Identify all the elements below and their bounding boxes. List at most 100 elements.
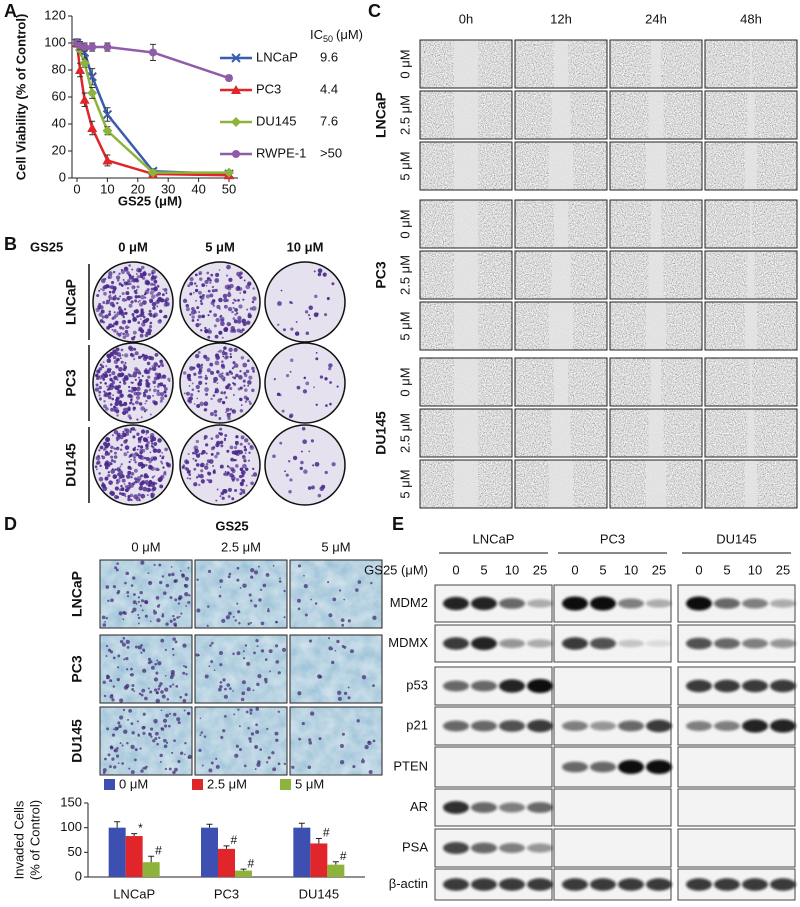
cell (364, 745, 369, 750)
colony (321, 484, 326, 489)
colony (98, 397, 102, 401)
cell (131, 683, 135, 687)
cell (283, 616, 286, 619)
colony (159, 484, 164, 489)
colony (187, 396, 192, 402)
cell (164, 674, 167, 677)
band (770, 599, 796, 608)
colony (112, 474, 118, 479)
colony (281, 409, 285, 413)
band (527, 802, 553, 813)
colony (108, 373, 112, 377)
concentration-label: 0 μM (397, 367, 412, 396)
colony (232, 301, 235, 305)
cell-line-label: PC3 (600, 531, 625, 546)
colony (133, 452, 139, 457)
colony (123, 266, 128, 271)
cell (139, 604, 142, 607)
colony (118, 305, 121, 309)
colony (133, 347, 137, 351)
colony (233, 319, 238, 324)
colony (221, 400, 226, 405)
cell (172, 770, 176, 775)
colony (146, 384, 151, 389)
colony (195, 323, 200, 328)
cell (297, 607, 301, 611)
colony (121, 478, 126, 483)
colony (144, 333, 149, 338)
cell (165, 583, 170, 588)
error-bar (131, 833, 138, 837)
band (646, 719, 672, 733)
colony (111, 371, 116, 376)
cell (122, 637, 126, 640)
colony (118, 492, 122, 495)
cell (158, 563, 162, 567)
colony (114, 494, 119, 500)
colony (127, 406, 131, 410)
cell (339, 744, 344, 748)
cell (258, 565, 260, 568)
cell (331, 660, 335, 665)
frame (194, 706, 288, 776)
colony (144, 479, 149, 484)
frame (704, 39, 798, 89)
colony (234, 308, 238, 312)
colony (241, 319, 244, 322)
bar (125, 836, 143, 877)
colony (210, 446, 215, 451)
cell (113, 728, 115, 731)
colony (111, 290, 116, 294)
colony (121, 474, 125, 478)
wound-gap (750, 40, 752, 88)
colony (159, 319, 162, 322)
frame (609, 301, 703, 351)
colony (132, 435, 136, 439)
colony (140, 429, 146, 434)
colony (98, 375, 103, 380)
colony (212, 470, 216, 474)
colony (216, 488, 219, 491)
bar (327, 864, 345, 877)
cell (196, 608, 201, 613)
protein-label: β-actin (389, 876, 428, 891)
colony (94, 387, 100, 392)
colony (214, 391, 217, 394)
cell (174, 624, 177, 627)
colony (238, 375, 243, 380)
colony (110, 445, 114, 449)
colony (195, 439, 200, 444)
colony (142, 437, 146, 441)
colony (129, 394, 134, 399)
colony (163, 288, 168, 292)
colony (205, 294, 210, 299)
concentration-label: 5 μM (205, 239, 235, 254)
frame (514, 90, 608, 140)
colony (215, 443, 220, 448)
colony (191, 319, 195, 322)
cell (153, 688, 158, 692)
cell (267, 756, 271, 760)
cell (149, 690, 153, 694)
colony (220, 444, 224, 448)
cell (283, 762, 286, 766)
cell (250, 732, 255, 736)
band (590, 596, 616, 611)
colony (106, 358, 112, 363)
colony (301, 426, 306, 431)
colony (132, 277, 135, 280)
colony (113, 447, 116, 450)
colony (205, 284, 208, 287)
cell (172, 618, 176, 622)
cell (207, 605, 210, 608)
significance-mark: # (231, 833, 238, 847)
cell (123, 611, 127, 615)
colony (98, 390, 102, 394)
colony (199, 473, 204, 479)
colony (227, 487, 233, 492)
wound-gap (551, 409, 571, 457)
cell (179, 569, 182, 572)
invasion-image (195, 635, 287, 703)
frame (514, 141, 608, 191)
cell (164, 687, 169, 692)
